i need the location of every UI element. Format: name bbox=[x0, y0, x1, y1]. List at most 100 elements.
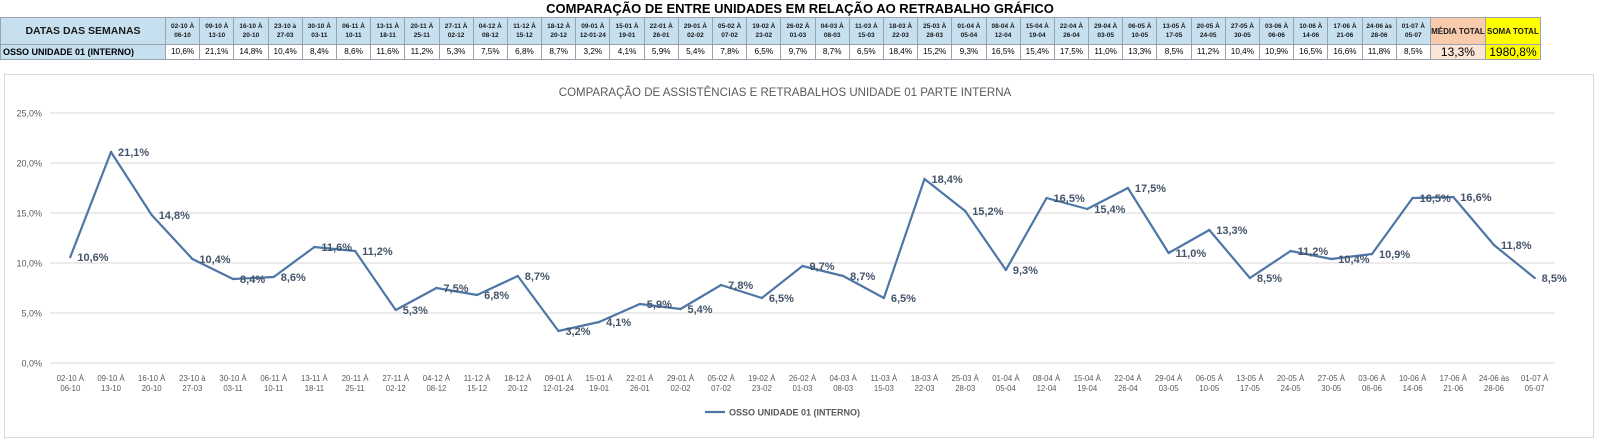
data-point bbox=[760, 296, 764, 300]
x-tick-label: 11-12 À bbox=[464, 374, 492, 383]
data-point bbox=[719, 283, 723, 287]
week-header-cell: 20-11 À 25-11 bbox=[404, 17, 440, 45]
data-point bbox=[272, 275, 275, 279]
data-table: DATAS DAS SEMANAS 02-10 À 06-10 09-10 À 1… bbox=[0, 17, 1541, 60]
x-tick-label: 13-11 À bbox=[301, 374, 329, 383]
week-value-cell: 17,5% bbox=[1053, 44, 1090, 60]
data-label: 5,3% bbox=[403, 305, 428, 317]
data-point bbox=[1248, 276, 1252, 280]
data-point bbox=[516, 274, 519, 278]
x-tick-label: 08-04 À bbox=[1033, 374, 1061, 383]
x-tick-label: 05-04 bbox=[996, 384, 1017, 393]
x-tick-label: 19-01 bbox=[589, 384, 609, 393]
data-label: 21,1% bbox=[118, 147, 149, 159]
data-label: 8,5% bbox=[1257, 273, 1282, 285]
data-point bbox=[882, 296, 886, 300]
x-tick-label: 04-12 À bbox=[423, 374, 451, 383]
x-tick-label: 29-01 À bbox=[667, 374, 695, 383]
x-tick-label: 20-05 À bbox=[1277, 374, 1305, 383]
data-label: 5,9% bbox=[647, 299, 672, 311]
data-point bbox=[231, 277, 235, 281]
x-tick-label: 01-04 À bbox=[992, 374, 1020, 383]
data-label: 11,8% bbox=[1501, 240, 1532, 252]
data-label: 8,4% bbox=[240, 274, 265, 286]
x-tick-label: 20-12 bbox=[508, 384, 528, 393]
week-header-cell: 29-01 À 02-02 bbox=[677, 17, 714, 45]
x-tick-label: 29-04 À bbox=[1155, 374, 1183, 383]
week-value-cell: 21,1% bbox=[199, 44, 235, 60]
data-label: 3,2% bbox=[565, 326, 590, 338]
data-point bbox=[1004, 268, 1008, 272]
x-tick-label: 05-07 bbox=[1525, 384, 1545, 393]
week-value-cell: 4,1% bbox=[609, 44, 645, 60]
data-label: 16,6% bbox=[1460, 192, 1491, 204]
x-tick-label: 06-11 À bbox=[260, 374, 288, 383]
x-tick-label: 01-03 bbox=[793, 384, 813, 393]
chart-title: COMPARAÇÃO DE ASSISTÊNCIAS E RETRABALHOS… bbox=[559, 86, 1012, 99]
data-label: 15,2% bbox=[972, 206, 1003, 218]
x-tick-label: 06-10 bbox=[60, 384, 81, 393]
x-tick-label: 27-11 À bbox=[382, 374, 410, 383]
week-header-cell: 15-04 À 19-04 bbox=[1019, 17, 1055, 45]
x-tick-label: 18-11 bbox=[305, 384, 324, 393]
table-header-row: DATAS DAS SEMANAS 02-10 À 06-10 09-10 À 1… bbox=[0, 17, 1541, 45]
x-tick-label: 17-05 bbox=[1240, 384, 1261, 393]
week-header-cell: 27-05 À 30-05 bbox=[1224, 17, 1261, 45]
data-point bbox=[1370, 252, 1374, 256]
week-header-cell: 23-10 à 27-03 bbox=[267, 17, 303, 45]
data-label: 16,5% bbox=[1054, 193, 1085, 205]
week-value-cell: 16,5% bbox=[1293, 44, 1329, 60]
data-label: 10,9% bbox=[1379, 249, 1410, 261]
week-header-cell: 17-06 À 21-06 bbox=[1327, 17, 1363, 45]
data-point bbox=[394, 308, 397, 312]
legend-label: OSSO UNIDADE 01 (INTERNO) bbox=[729, 408, 860, 418]
data-label: 8,7% bbox=[850, 271, 875, 283]
data-point bbox=[557, 329, 560, 333]
data-label: 18,4% bbox=[932, 174, 963, 186]
x-tick-label: 30-10 À bbox=[219, 374, 247, 383]
data-point bbox=[1086, 207, 1089, 211]
x-tick-label: 02-12 bbox=[386, 384, 406, 393]
data-label: 16,5% bbox=[1420, 193, 1451, 205]
x-tick-label: 11-03 À bbox=[870, 374, 898, 383]
week-header-cell: 03-06 À 06-06 bbox=[1258, 17, 1295, 45]
data-label: 6,5% bbox=[769, 293, 794, 305]
week-value-cell: 10,4% bbox=[267, 44, 303, 60]
data-point bbox=[1208, 228, 1211, 232]
x-tick-label: 09-01 À bbox=[545, 374, 573, 383]
x-tick-label: 02-10 À bbox=[57, 374, 85, 383]
data-label: 9,3% bbox=[1013, 265, 1038, 277]
page-title: COMPARAÇÃO DE ENTRE UNIDADES EM RELAÇÃO … bbox=[546, 1, 1054, 16]
data-point bbox=[475, 293, 479, 297]
data-point bbox=[191, 257, 194, 261]
x-tick-label: 05-02 À bbox=[707, 374, 735, 383]
x-tick-label: 03-11 bbox=[223, 384, 242, 393]
week-header-cell: 01-04 À 05-04 bbox=[951, 17, 987, 45]
x-tick-label: 24-05 bbox=[1281, 384, 1302, 393]
data-label: 11,0% bbox=[1176, 248, 1207, 260]
y-tick-label: 10,0% bbox=[16, 259, 42, 269]
data-label: 10,4% bbox=[199, 254, 230, 266]
data-label: 10,6% bbox=[77, 252, 108, 264]
x-tick-label: 28-03 bbox=[955, 384, 975, 393]
data-label: 8,7% bbox=[525, 271, 550, 283]
week-value-cell: 6,5% bbox=[746, 44, 782, 60]
week-header-cell: 04-12 À 08-12 bbox=[472, 17, 508, 45]
x-tick-label: 15-03 bbox=[874, 384, 894, 393]
data-point bbox=[801, 264, 804, 268]
data-label: 13,3% bbox=[1216, 225, 1247, 237]
x-tick-label: 13-05 À bbox=[1236, 374, 1264, 383]
week-header-cell: 26-02 À 01-03 bbox=[780, 17, 816, 45]
table-value-row: OSSO UNIDADE 01 (INTERNO) 10,6% 21,1% 14,8… bbox=[0, 44, 1541, 60]
week-value-cell: 6,8% bbox=[506, 44, 543, 60]
data-label: 9,7% bbox=[810, 261, 835, 273]
x-tick-label: 26-04 bbox=[1118, 384, 1139, 393]
data-point bbox=[964, 209, 967, 213]
week-header-cell: 13-05 À 17-05 bbox=[1156, 17, 1192, 45]
week-value-cell: 5,4% bbox=[677, 44, 714, 60]
week-header-cell: 08-04 À 12-04 bbox=[985, 17, 1021, 45]
data-label: 6,5% bbox=[891, 293, 916, 305]
x-tick-label: 18-03 À bbox=[911, 374, 939, 383]
row-label: OSSO UNIDADE 01 (INTERNO) bbox=[0, 44, 166, 60]
